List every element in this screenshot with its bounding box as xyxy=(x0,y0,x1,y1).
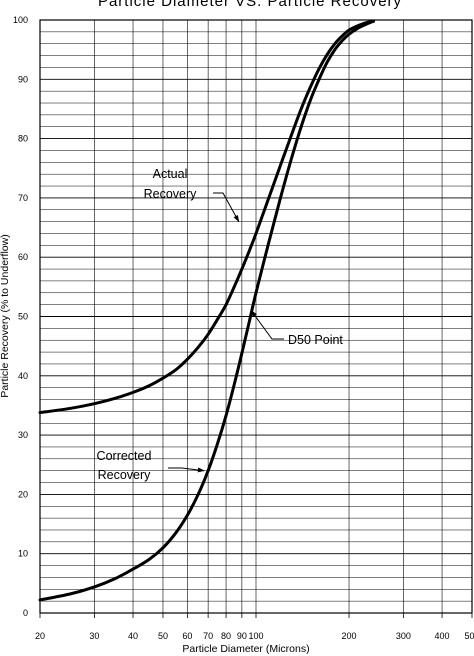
x-tick-label: 80 xyxy=(221,631,231,641)
y-tick-label: 20 xyxy=(18,489,28,499)
x-tick-label: 60 xyxy=(182,631,192,641)
x-tick-label: 500 xyxy=(464,631,474,641)
y-tick-label: 0 xyxy=(23,608,28,618)
y-tick-label: 60 xyxy=(18,252,28,262)
series-line-actual-recovery xyxy=(38,19,375,415)
y-axis-label: Particle Recovery (% to Underflow) xyxy=(0,234,11,397)
series-line-corrected-recovery xyxy=(38,19,375,602)
chart-title: Particle Diameter VS. Particle Recovery xyxy=(98,0,402,10)
y-tick-label: 40 xyxy=(18,371,28,381)
annotation-label: D50 Point xyxy=(288,333,343,347)
x-tick-label: 100 xyxy=(248,631,263,641)
x-tick-label: 200 xyxy=(342,631,357,641)
series-lines xyxy=(38,19,375,602)
annotation-label: Recovery xyxy=(98,468,152,482)
x-tick-label: 50 xyxy=(158,631,168,641)
y-tick-label: 50 xyxy=(18,312,28,322)
annotation-leader-arrow xyxy=(213,192,240,223)
annotations: Actual Recovery D50 Point Corrected Recovery xyxy=(97,167,344,482)
y-tick-label: 80 xyxy=(18,134,28,144)
y-tick-label: 70 xyxy=(18,193,28,203)
annotation-leader-arrow xyxy=(168,467,205,473)
x-tick-label: 30 xyxy=(89,631,99,641)
x-tick-label: 300 xyxy=(396,631,411,641)
y-tick-label: 90 xyxy=(18,74,28,84)
y-tick-label: 100 xyxy=(13,15,28,25)
annotation-label: Actual xyxy=(153,167,188,181)
y-tick-label: 10 xyxy=(18,549,28,559)
x-tick-label: 400 xyxy=(435,631,450,641)
y-axis-ticks: 0 10 20 30 40 50 60 70 80 90 100 xyxy=(13,15,28,618)
annotation-label: Recovery xyxy=(144,187,198,201)
x-tick-label: 70 xyxy=(203,631,213,641)
x-tick-label: 20 xyxy=(35,631,45,641)
annotation-leader-arrow xyxy=(250,310,284,340)
x-axis-label: Particle Diameter (Microns) xyxy=(182,643,309,655)
x-tick-label: 90 xyxy=(237,631,247,641)
annotation-label: Corrected xyxy=(97,449,152,463)
x-tick-label: 40 xyxy=(128,631,138,641)
y-tick-label: 30 xyxy=(18,430,28,440)
